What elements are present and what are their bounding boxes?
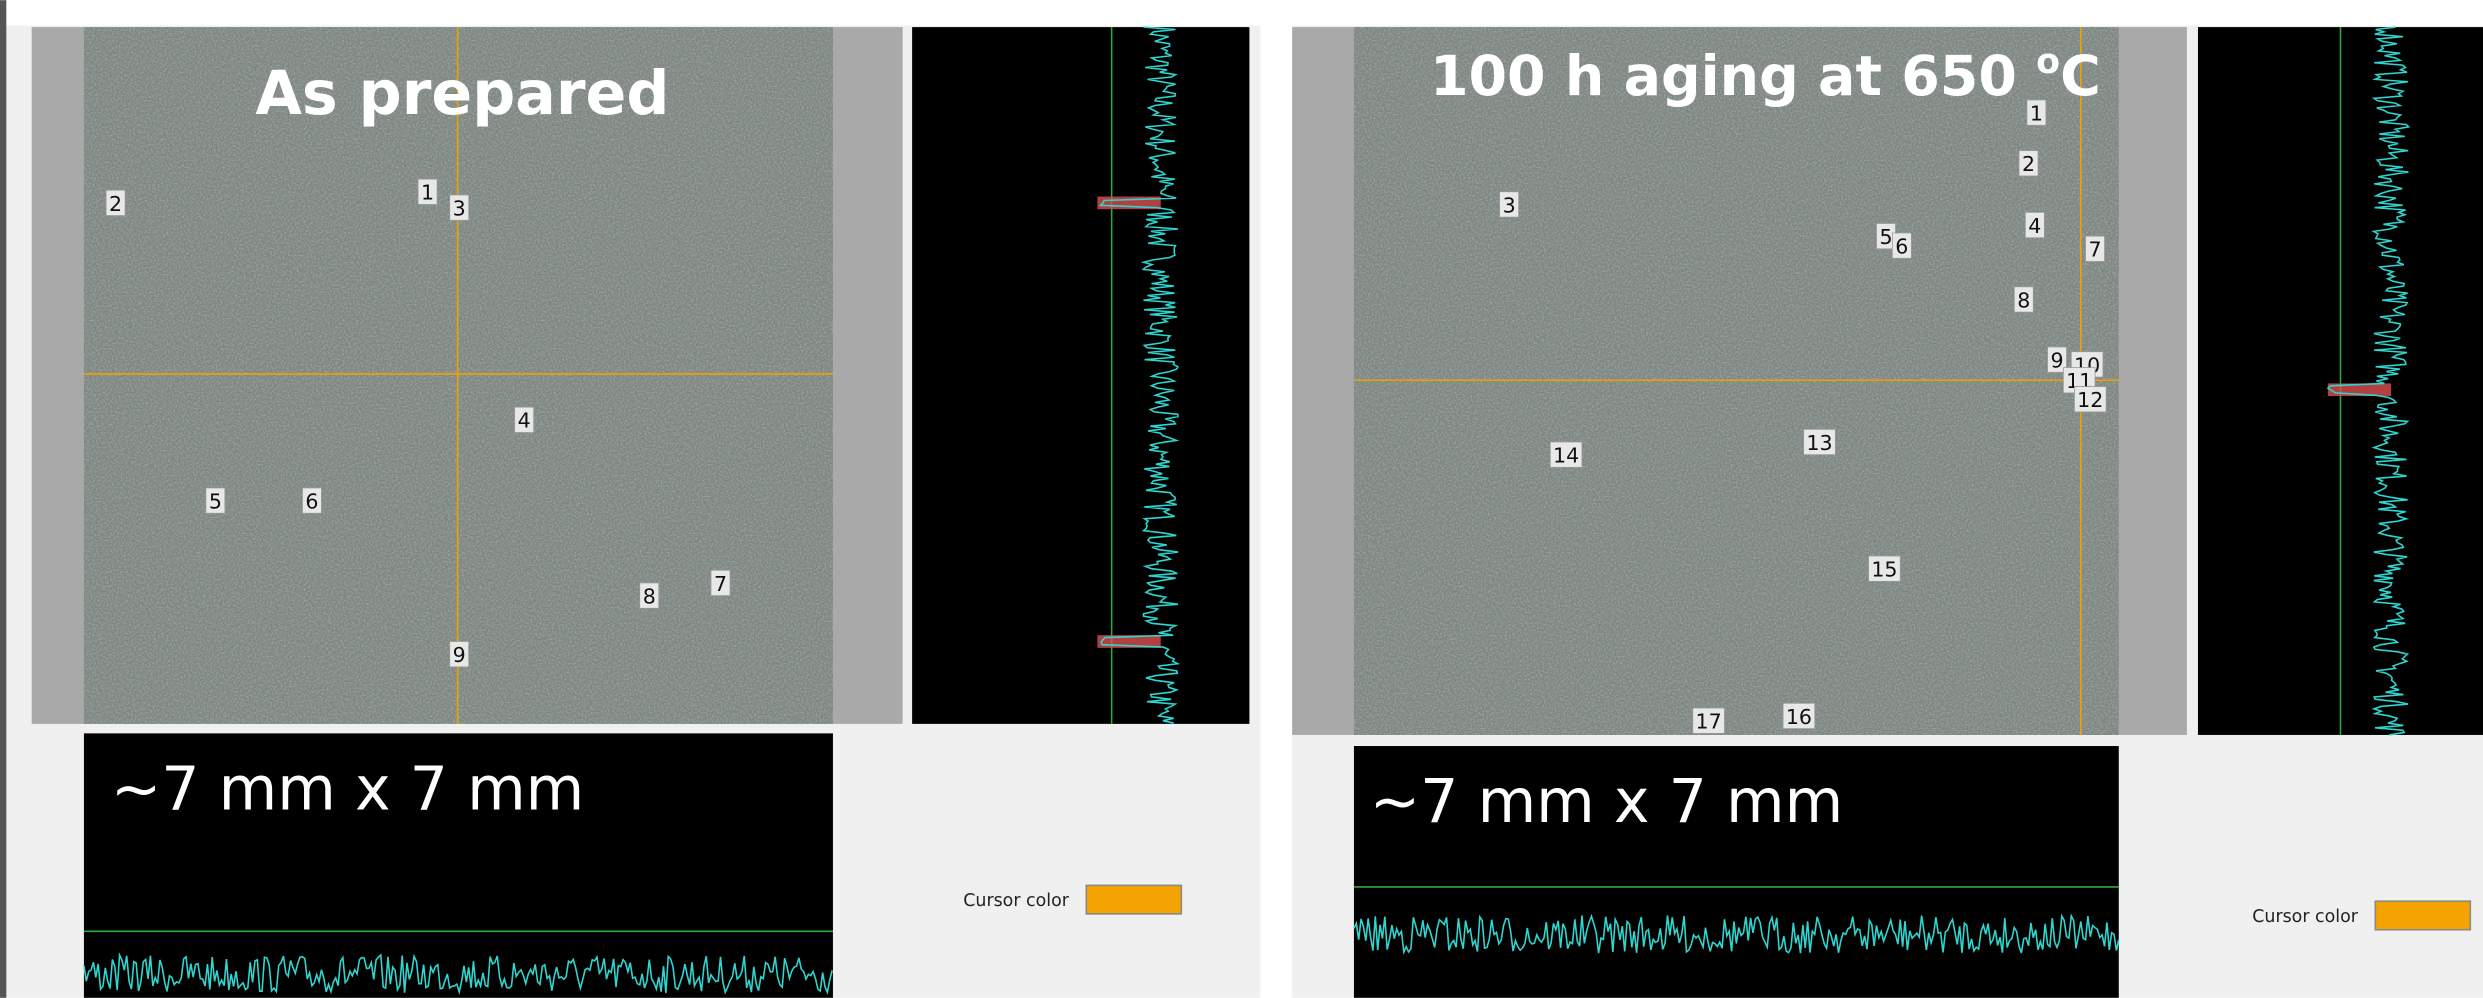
marker-label: 7 [2088, 238, 2101, 262]
top-strip [0, 0, 2483, 25]
title-sup: o [2036, 42, 2060, 82]
marker-label: 9 [2050, 349, 2063, 373]
marker-label: 4 [2028, 214, 2041, 238]
cursor-color-swatch[interactable] [1086, 885, 1181, 914]
marker-label: 16 [1786, 705, 1812, 729]
panel-title: As prepared [255, 59, 669, 129]
marker-label: 5 [209, 490, 222, 514]
screenshot: 123456789~7 mm x 7 mmCursor color1234567… [0, 0, 2483, 998]
cursor-color-label: Cursor color [963, 891, 1069, 911]
marker-label: 6 [305, 490, 318, 514]
cursor-color-swatch[interactable] [2375, 901, 2470, 930]
marker-label: 2 [2022, 152, 2035, 176]
marker-label: 8 [643, 585, 656, 609]
marker-label: 4 [518, 409, 531, 433]
marker-label: 1 [421, 181, 434, 205]
marker-label: 6 [1895, 235, 1908, 259]
size-label: ~7 mm x 7 mm [1370, 767, 1843, 837]
left-edge [0, 0, 6, 998]
marker-label: 8 [2017, 288, 2030, 312]
size-label: ~7 mm x 7 mm [111, 754, 584, 824]
profile-box [912, 27, 1249, 724]
marker-label: 12 [2077, 388, 2103, 412]
title-text: 100 h aging at 650 [1430, 45, 2036, 109]
marker-label: 7 [714, 572, 727, 596]
marker-label: 3 [1503, 193, 1516, 217]
marker-label: 14 [1553, 444, 1579, 468]
marker-label: 13 [1806, 431, 1832, 455]
marker-label: 15 [1871, 558, 1897, 582]
cursor-color-label: Cursor color [2252, 907, 2358, 927]
marker-label: 2 [109, 192, 122, 216]
panel-title: 100 h aging at 650 oC [1430, 42, 2101, 109]
marker-label: 5 [1879, 225, 1892, 249]
title-unit: C [2060, 45, 2101, 109]
marker-label: 17 [1696, 710, 1722, 734]
marker-label: 9 [453, 643, 466, 667]
marker-label: 3 [453, 197, 466, 221]
